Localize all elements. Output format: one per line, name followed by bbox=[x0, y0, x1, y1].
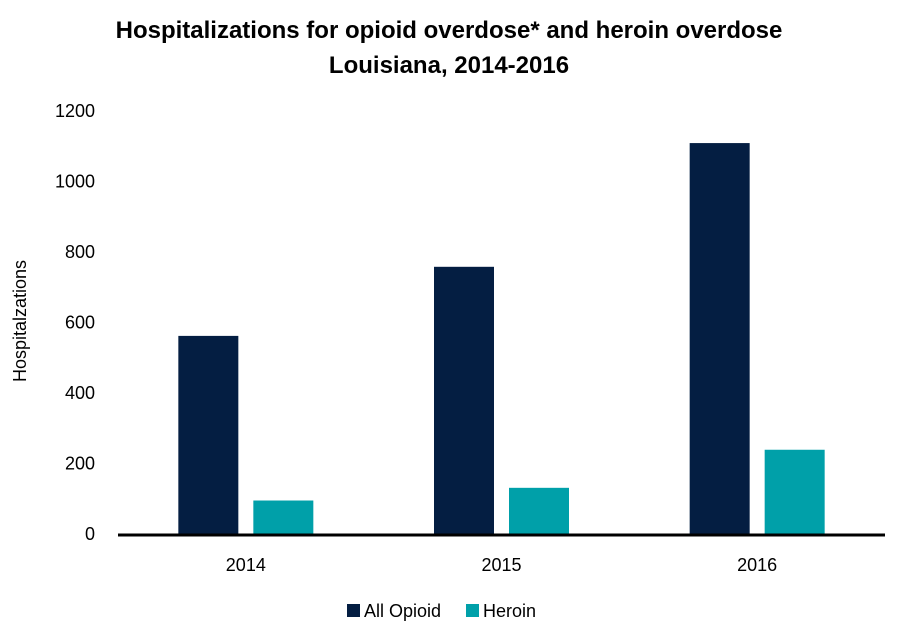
y-tick-label: 1000 bbox=[55, 172, 95, 192]
bar-all-opioid-2016 bbox=[689, 143, 750, 534]
y-tick-label: 0 bbox=[85, 524, 95, 544]
x-axis-ticks: 2014 2015 2016 bbox=[226, 555, 777, 575]
y-tick-label: 1200 bbox=[55, 101, 95, 121]
y-tick-label: 600 bbox=[65, 313, 95, 333]
bars-group bbox=[178, 143, 825, 534]
legend-label-heroin: Heroin bbox=[483, 601, 536, 621]
chart-title-line-2: Louisiana, 2014-2016 bbox=[329, 52, 569, 79]
bar-heroin-2015 bbox=[509, 487, 569, 534]
bar-heroin-2014 bbox=[253, 500, 314, 534]
chart-title-line-1: Hospitalizations for opioid overdose* an… bbox=[116, 17, 783, 44]
bar-heroin-2016 bbox=[764, 449, 825, 534]
legend-label-all-opioid: All Opioid bbox=[364, 601, 441, 621]
y-tick-label: 200 bbox=[65, 454, 95, 474]
y-axis-label: Hospitalzations bbox=[10, 260, 30, 382]
x-tick-label: 2014 bbox=[226, 555, 266, 575]
legend-swatch-all-opioid bbox=[347, 604, 360, 617]
bar-all-opioid-2014 bbox=[178, 335, 239, 534]
legend: All Opioid Heroin bbox=[347, 601, 536, 621]
y-axis-ticks: 0 200 400 600 800 1000 1200 bbox=[55, 101, 95, 544]
y-tick-label: 400 bbox=[65, 383, 95, 403]
x-tick-label: 2016 bbox=[737, 555, 777, 575]
x-tick-label: 2015 bbox=[481, 555, 521, 575]
bar-all-opioid-2015 bbox=[434, 266, 494, 534]
legend-swatch-heroin bbox=[466, 604, 479, 617]
y-tick-label: 800 bbox=[65, 242, 95, 262]
